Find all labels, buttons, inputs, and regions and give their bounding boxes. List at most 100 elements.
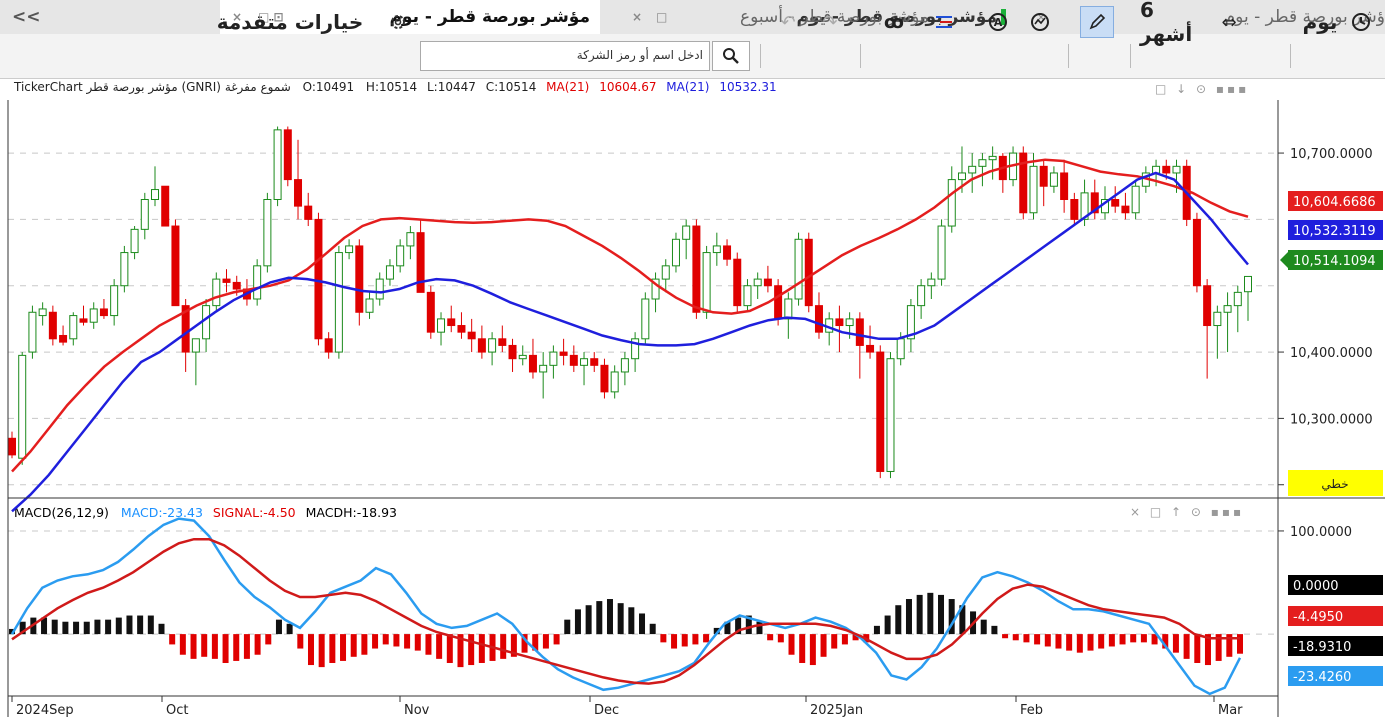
macd-histogram-bar [478,634,485,663]
macd-histogram-bar [425,634,432,655]
ma-blue-value: 10532.31 [719,80,777,94]
candle-body [1080,192,1089,220]
compare-icon[interactable] [1024,6,1056,38]
candle-body [661,265,670,280]
tab-close-icon[interactable]: × [1036,10,1047,24]
macd-histogram-bar [756,621,763,635]
period-selector[interactable]: يوم [1300,6,1340,38]
price-axis-label: 10,700.0000 [1290,147,1373,162]
macd-value: MACD:-23.43 [120,505,203,520]
candle-body [855,318,864,346]
candle-body [1070,199,1079,220]
candle-body [28,311,37,353]
hist-tag [1288,636,1383,656]
range-selector[interactable]: 6 أشهر [1140,0,1210,46]
scale-type-badge [1288,470,1383,496]
candle-body [1090,192,1099,214]
undo-icon[interactable]: ↶ [780,11,796,33]
indicators-icon[interactable] [928,6,960,38]
macd-histogram-bar [329,634,336,663]
candle-body [375,278,384,300]
candle-body [253,265,262,300]
search-input[interactable]: ادخل اسم أو رمز الشركة [420,41,710,71]
macd-histogram-bar [948,599,955,635]
candle-body [99,308,108,317]
candle-body [896,338,905,360]
macd-histogram-bar [831,634,838,649]
price-panel-controls[interactable]: □ ↓ ⊙ ▪▪▪ [1155,82,1250,96]
ma-red-value: 10604.67 [599,80,657,94]
candle-body [743,285,752,307]
macd-histogram-bar [201,634,208,657]
candle-body [467,331,476,340]
macd-zero-tag [1288,575,1383,595]
candle-body [508,344,517,360]
macd-histogram-bar [606,599,613,635]
candle-body [488,338,497,353]
tab-close-icon[interactable]: × [232,10,243,24]
macd-histogram-bar [628,607,635,635]
close-value: C:10514 [485,80,537,94]
macd-line [10,517,1242,696]
macd-histogram-bar [1098,634,1105,649]
tab-window-icon[interactable]: □ [656,10,668,24]
candle-body [232,281,241,290]
alert-a-icon[interactable]: A [982,6,1014,38]
macd-histogram-bar [19,621,26,635]
candle-body [539,364,548,373]
candle-body [784,298,793,320]
macd-histogram-bar [137,615,144,635]
candle-body [304,205,313,220]
price-axis-label: 10,300.0000 [1290,412,1373,427]
macd-histogram-bar [553,634,560,645]
macd-histogram-bar [1055,634,1062,649]
macd-histogram-bar [959,605,966,635]
candle-body [365,298,374,313]
brand-label: TickerChart [14,80,83,94]
tab-daily-active[interactable]: × □ ⊡ مؤشر بورصة قطر - يوم [220,0,600,34]
binoculars-icon[interactable]: ꝏ [884,11,904,33]
candle-body [763,278,772,287]
macd-histogram-bar [243,634,250,659]
link-icon[interactable]: ⇔ [1221,11,1237,33]
macd-histogram-bar [350,634,357,657]
macd-panel-controls[interactable]: × □ ↑ ⊙ ▪▪▪ [1130,505,1245,519]
tab-weekly-title[interactable]: مؤشر بورصة قطر - أسبوع [740,7,930,27]
candle-body [1060,172,1069,200]
time-axis-label: Nov [404,703,430,717]
candle-body [1019,152,1028,214]
tab-window-icon[interactable]: □ ⊡ [258,10,284,24]
last-price-tag-text: 10,514.1094 [1293,254,1376,269]
macd-histogram-bar [211,634,218,659]
search-icon[interactable] [712,41,750,71]
advanced-options-button[interactable]: خيارات متقدمة [200,6,380,38]
macd-histogram-bar [884,615,891,635]
tab-collapse[interactable]: << [0,0,220,34]
macd-histogram-bar [532,634,539,651]
collapse-label[interactable]: << [12,7,41,27]
macd-histogram-bar [233,634,240,661]
drawing-tools-icon[interactable] [1080,6,1114,38]
time-axis-label: 2025Jan [810,703,863,717]
macd-histogram-bar [126,615,133,635]
macd-histogram-bar [457,634,464,668]
clock-icon[interactable] [1346,6,1376,38]
candle-body [937,225,946,280]
macd-histogram-bar [275,619,282,635]
ma-red-tag [1288,191,1383,211]
macd-histogram-bar [9,628,15,635]
hist-tag-text: -18.9310 [1293,640,1351,655]
macd-histogram-bar [1215,634,1222,661]
tab-bar: << × □ ⊡ مؤشر بورصة قطر - يوم × □ مؤشر ب… [0,0,1385,35]
chart-canvas[interactable]: 10,700.000010,400.000010,300.000010,200.… [0,100,1385,717]
redo-icon[interactable]: ↷ [822,11,838,33]
candle-body [1111,199,1120,207]
settings-gear-icon[interactable] [384,6,412,38]
candle-body [416,232,425,293]
tab-close-icon[interactable]: × [632,10,643,24]
candle-body [559,351,568,356]
macd-histogram-bar [1076,634,1083,653]
moving-averages [11,158,1249,513]
toolbar-divider [860,44,861,68]
grid-lines [8,152,1278,635]
